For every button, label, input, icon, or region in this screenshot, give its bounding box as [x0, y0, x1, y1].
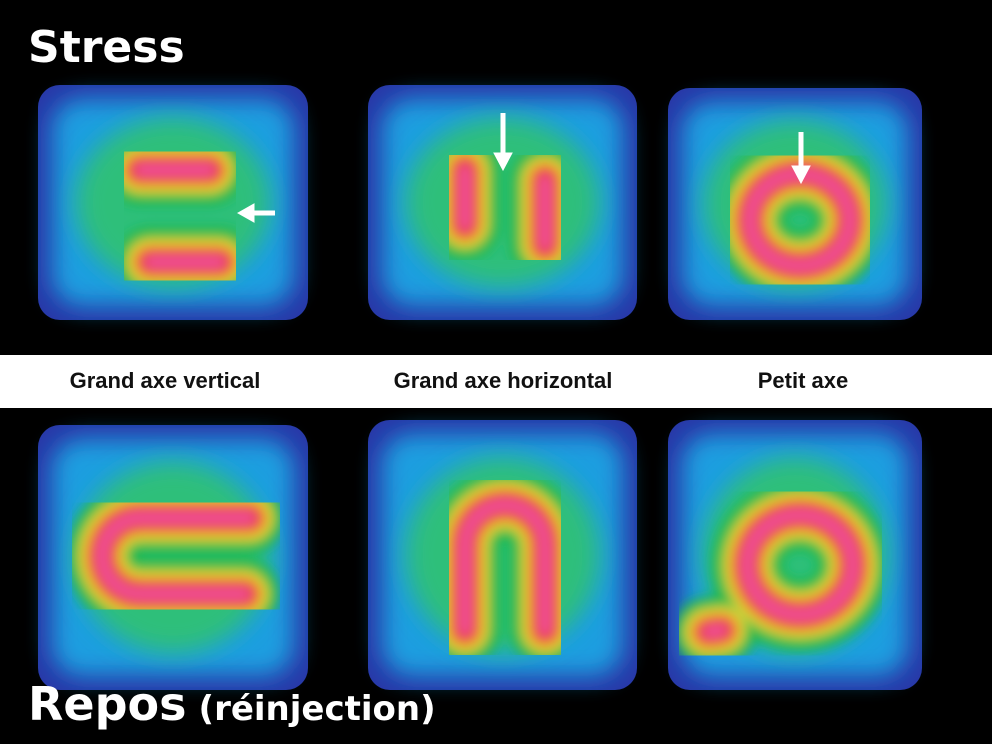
label-band [0, 355, 992, 408]
scan-uptake [673, 480, 888, 667]
scan-panels [38, 85, 922, 690]
scan-image [668, 88, 922, 320]
view-label: Grand axe horizontal [394, 368, 613, 393]
uptake-layer [702, 624, 728, 638]
bottom-label: Repos (réinjection) [28, 677, 436, 731]
uptake-layer [744, 168, 856, 272]
scan-uptake [105, 135, 255, 297]
view-label: Grand axe vertical [70, 368, 261, 393]
scan-image [668, 420, 922, 690]
scan-image [38, 425, 308, 690]
scan-image [368, 85, 637, 320]
arrows [236, 113, 811, 223]
scan-image [368, 420, 637, 690]
uptake-layer [459, 499, 551, 636]
view-label: Petit axe [758, 368, 849, 393]
scan-uptake [430, 135, 580, 280]
scan-uptake [67, 483, 285, 629]
top-label: Stress [28, 22, 185, 73]
bottom-label-main: Repos [28, 677, 187, 731]
scan-uptake [715, 139, 885, 301]
uptake-layer [96, 512, 256, 600]
scan-uptake [430, 470, 580, 665]
bottom-label-note: (réinjection) [199, 689, 436, 729]
scan-image [38, 85, 308, 320]
uptake-layer [741, 509, 859, 621]
